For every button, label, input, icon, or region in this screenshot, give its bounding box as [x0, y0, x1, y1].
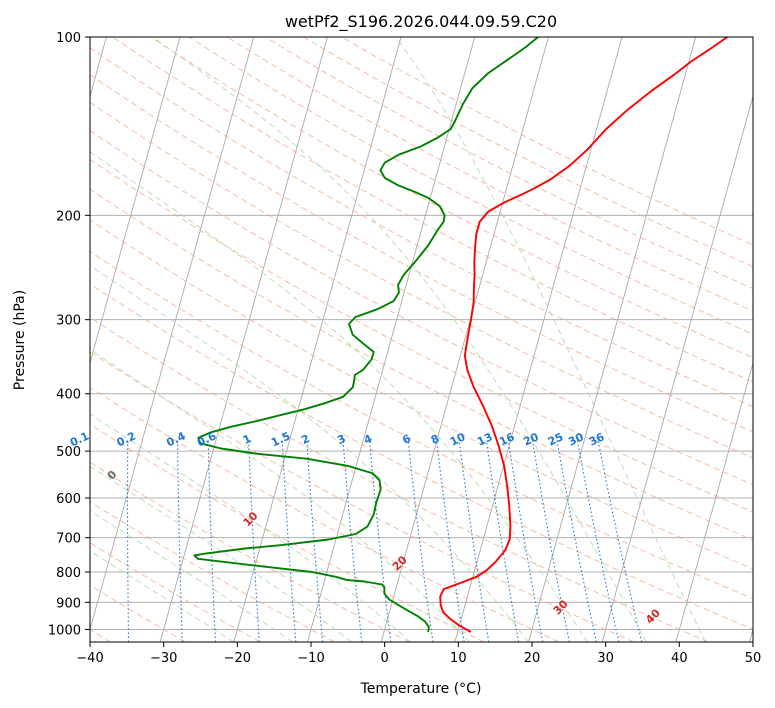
- mixing-ratio-line: [176, 440, 183, 642]
- chart-title: wetPf2_S196.2026.044.09.59.C20: [285, 12, 557, 32]
- dry-adiabat: [90, 461, 410, 642]
- moist-adiabat: [90, 264, 529, 642]
- y-tick-label: 700: [56, 532, 81, 547]
- mixing-ratio-line: [407, 440, 434, 642]
- dry-adiabat: [90, 74, 753, 433]
- background-lines: [90, 37, 753, 642]
- isotherm-line: [159, 37, 328, 642]
- moist-adiabat: [395, 37, 706, 642]
- x-tick-label: −10: [297, 651, 324, 666]
- y-tick-label: 800: [56, 566, 81, 581]
- y-tick-label: 500: [56, 445, 81, 460]
- y-tick-label: 100: [56, 31, 81, 46]
- dry-adiabat: [112, 37, 753, 383]
- y-tick-label: 200: [56, 209, 81, 224]
- moist-adiabat: [90, 550, 235, 642]
- x-tick-label: 10: [450, 651, 467, 666]
- dry-adiabat: [90, 188, 753, 541]
- isotherm-line: [675, 361, 753, 642]
- dry-adiabat: [90, 129, 753, 486]
- y-tick-label: 600: [56, 492, 81, 507]
- x-tick-label: −40: [76, 651, 103, 666]
- moist-adiabat: [90, 151, 588, 642]
- dry-adiabat: [90, 316, 709, 642]
- dry-adiabat: [90, 219, 753, 570]
- mixing-ratio-label: 20: [521, 430, 541, 448]
- mixing-ratio-line: [248, 440, 260, 642]
- isotherm-line: [601, 94, 753, 642]
- x-tick-label: −30: [150, 651, 177, 666]
- plot-frame: [89, 36, 754, 643]
- mixing-ratio-label: 30: [566, 430, 586, 448]
- mixing-ratio-label: 25: [546, 430, 565, 448]
- x-tick-label: 20: [524, 651, 541, 666]
- dry-adiabat: [90, 351, 634, 642]
- dry-adiabat: [90, 47, 753, 408]
- temperature-line: [439, 37, 728, 633]
- profile-lines: [193, 37, 728, 633]
- isotherm-line: [380, 37, 549, 642]
- isotherm-line: [454, 37, 623, 642]
- mixing-ratio-line: [207, 440, 217, 642]
- x-tick-label: 50: [745, 651, 762, 666]
- moist-adiabat: [90, 465, 353, 642]
- dry-adiabat: [90, 158, 753, 513]
- y-tick-label: 400: [56, 388, 81, 403]
- x-tick-label: 40: [671, 651, 688, 666]
- isotherm-line: [90, 37, 255, 632]
- dewpoint-line: [193, 37, 539, 633]
- y-tick-label: 1000: [48, 623, 81, 638]
- y-tick-label: 300: [56, 314, 81, 329]
- mixing-ratio-label: 36: [587, 430, 607, 448]
- dry-adiabat: [150, 37, 753, 359]
- x-axis-label: Temperature (°C): [360, 681, 482, 697]
- axes: −40 −30 −20 −10 0 10 20 30 40 50 1000 900 800 700 600 5…: [48, 31, 761, 666]
- moist-adiabat: [90, 413, 412, 642]
- mixing-ratio-label: 13: [475, 430, 494, 448]
- dry-adiabat: [90, 101, 753, 459]
- mixing-ratio-line: [126, 440, 130, 642]
- x-tick-label: 30: [597, 651, 614, 666]
- mixing-ratio-line: [342, 440, 363, 642]
- mixing-ratio-label: 16: [497, 430, 517, 448]
- y-axis-label: Pressure (hPa): [12, 290, 28, 390]
- mixing-ratio-line: [597, 440, 643, 642]
- plot-background: [90, 37, 753, 642]
- isotherm-line: [528, 37, 697, 642]
- x-tick-label: 0: [381, 651, 389, 666]
- y-tick-label: 900: [56, 596, 81, 611]
- isotherm-line: [90, 37, 181, 365]
- mixing-ratio-label: 10: [448, 430, 468, 448]
- x-tick-label: −20: [224, 651, 251, 666]
- isotherm-line: [233, 37, 402, 642]
- mixing-ratio-line: [281, 440, 297, 642]
